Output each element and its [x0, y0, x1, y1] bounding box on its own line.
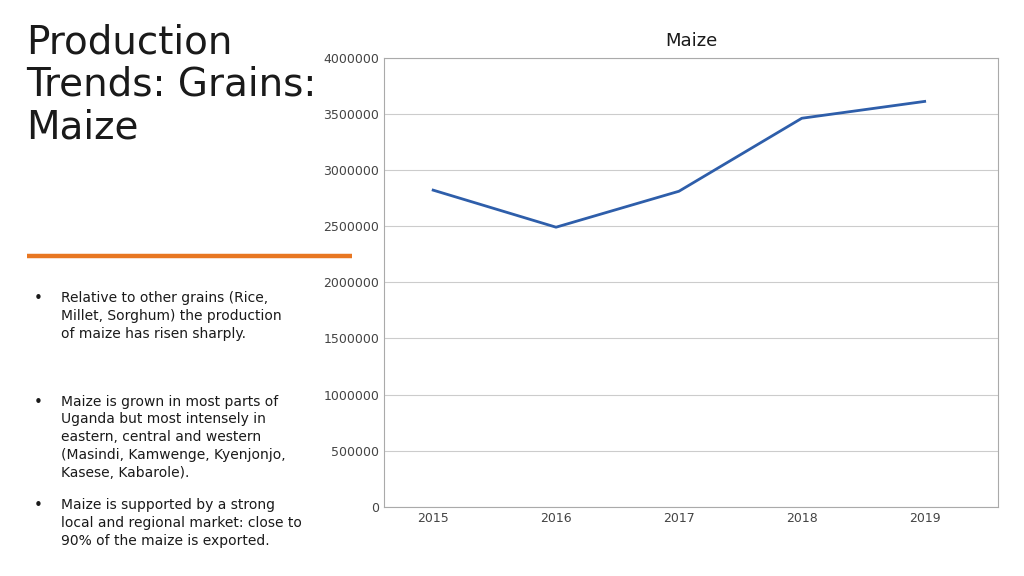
Text: Production
Trends: Grains:
Maize: Production Trends: Grains: Maize: [27, 23, 316, 146]
Text: Maize is supported by a strong
local and regional market: close to
90% of the ma: Maize is supported by a strong local and…: [60, 498, 301, 548]
Text: Relative to other grains (Rice,
Millet, Sorghum) the production
of maize has ris: Relative to other grains (Rice, Millet, …: [60, 291, 282, 340]
Text: •: •: [34, 395, 43, 410]
Text: •: •: [34, 498, 43, 513]
Title: Maize: Maize: [665, 32, 718, 51]
Text: Maize is grown in most parts of
Uganda but most intensely in
eastern, central an: Maize is grown in most parts of Uganda b…: [60, 395, 286, 480]
Text: •: •: [34, 291, 43, 306]
